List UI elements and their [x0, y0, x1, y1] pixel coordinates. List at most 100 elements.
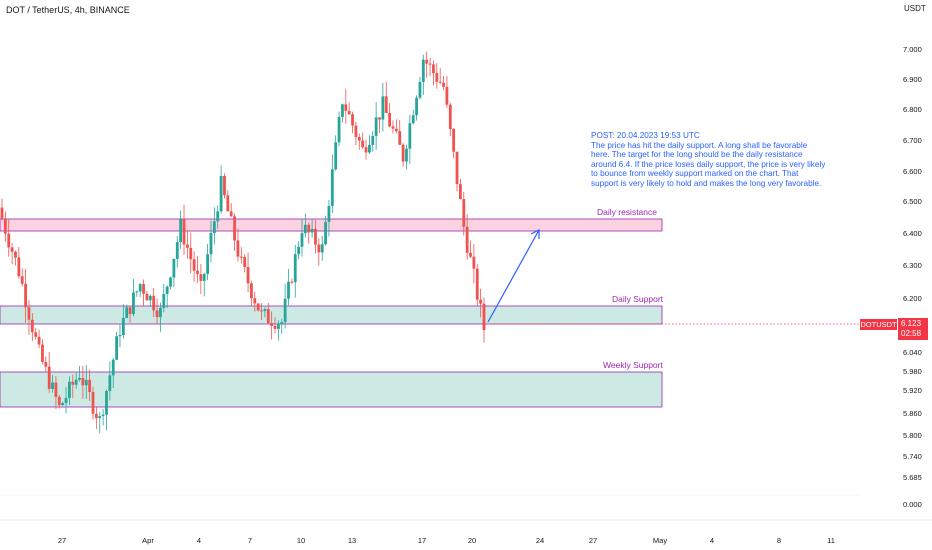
candle-body — [51, 382, 54, 389]
candle-body — [30, 319, 34, 333]
candle-body — [216, 211, 220, 222]
price-tick-label: 6.600 — [903, 167, 922, 176]
candle-body — [246, 266, 250, 284]
price-tick-label: 5.740 — [903, 452, 922, 461]
candle-body — [138, 284, 142, 292]
candle-body — [442, 82, 445, 87]
candle-body — [337, 116, 341, 143]
candle-body — [159, 307, 162, 318]
candle-body — [310, 228, 314, 233]
candle-body — [24, 283, 27, 308]
price-tick-label: 7.000 — [903, 45, 922, 54]
time-tick-label: 13 — [348, 536, 356, 545]
candle-body — [10, 247, 14, 252]
candle-body — [394, 128, 398, 132]
last-price-badge: 6.123 02:58 — [898, 318, 928, 340]
time-tick-label: May — [653, 536, 667, 545]
candle-body — [14, 251, 17, 258]
candle-body — [479, 299, 483, 304]
last-price-value: 6.123 — [901, 319, 922, 328]
candle-body — [182, 218, 186, 245]
annotation-note[interactable]: POST: 20.04.2023 19:53 UTC The price has… — [591, 131, 826, 189]
candle-body — [57, 396, 61, 405]
candle-body — [334, 142, 338, 170]
candle-body — [27, 307, 31, 320]
candle-body — [0, 207, 4, 219]
time-tick-label: 8 — [777, 536, 781, 545]
candle-body — [81, 377, 85, 386]
candle-body — [428, 63, 432, 65]
candle-body — [445, 86, 449, 105]
candle-body — [78, 377, 81, 380]
candle-body — [175, 242, 179, 259]
price-tick-label: 6.800 — [903, 105, 922, 114]
time-tick-label: 4 — [197, 536, 201, 545]
candle-body — [435, 73, 439, 82]
price-tick-label: 6.700 — [903, 136, 922, 145]
weekly-support-label: Weekly Support — [603, 360, 663, 370]
time-tick-label: 4 — [710, 536, 714, 545]
candle-body — [263, 309, 267, 312]
annotation-header: POST: 20.04.2023 19:53 UTC — [591, 131, 700, 140]
candle-body — [398, 131, 402, 145]
candle-body — [327, 205, 331, 222]
candle-body — [297, 246, 301, 255]
candle-body — [94, 413, 98, 419]
candle-body — [260, 310, 263, 312]
candle-body — [391, 126, 395, 129]
target-arrow[interactable] — [487, 229, 540, 323]
candle-body — [88, 379, 92, 393]
candle-body — [371, 135, 375, 145]
candle-body — [307, 224, 311, 233]
candle-body — [452, 129, 456, 152]
candle-body — [185, 244, 189, 248]
candle-body — [283, 298, 287, 323]
candle-body — [3, 218, 7, 234]
candle-body — [145, 293, 149, 301]
candle-body — [189, 247, 193, 260]
candle-body — [199, 274, 203, 281]
time-tick-label: 20 — [468, 536, 476, 545]
candle-body — [98, 416, 102, 419]
candle-body — [405, 148, 408, 162]
candle-body — [482, 303, 486, 331]
candle-body — [344, 104, 348, 111]
price-axis: 7.000 6.900 6.800 6.700 6.600 6.500 6.400 6.300… — [903, 45, 922, 509]
candle-body — [293, 254, 297, 283]
candle-body — [68, 381, 71, 398]
bar-countdown: 02:58 — [901, 329, 922, 338]
time-tick-label: 11 — [827, 536, 835, 545]
candle-body — [111, 359, 115, 376]
candle-body — [148, 295, 152, 301]
candle-body — [270, 323, 274, 326]
candle-body — [266, 309, 270, 324]
candle-body — [361, 140, 365, 148]
time-tick-label: 10 — [297, 536, 305, 545]
price-tick-label: 6.300 — [903, 261, 922, 270]
candle-body — [44, 361, 48, 367]
annotation-text: The price has hit the daily support. A l… — [591, 140, 826, 188]
candle-body — [7, 233, 11, 248]
candle-body — [125, 307, 129, 318]
weekly-support-zone[interactable] — [0, 371, 663, 408]
candle-body — [276, 323, 280, 329]
candle-body — [132, 292, 135, 315]
candle-body — [324, 221, 327, 245]
candle-body — [37, 336, 41, 345]
candle-body — [172, 258, 176, 278]
candle-body — [280, 322, 284, 324]
daily-support-zone[interactable] — [0, 305, 663, 325]
candle-body — [135, 291, 139, 293]
daily-resistance-zone[interactable] — [0, 218, 663, 232]
candle-body — [192, 259, 196, 271]
price-tick-label: 0.000 — [903, 500, 922, 509]
candle-body — [341, 104, 344, 117]
candle-body — [121, 317, 125, 335]
candle-body — [71, 381, 75, 385]
candle-body — [290, 281, 294, 283]
candle-body — [421, 59, 425, 82]
candlestick-series — [0, 51, 486, 434]
candle-body — [408, 123, 412, 149]
candle-body — [401, 144, 405, 162]
